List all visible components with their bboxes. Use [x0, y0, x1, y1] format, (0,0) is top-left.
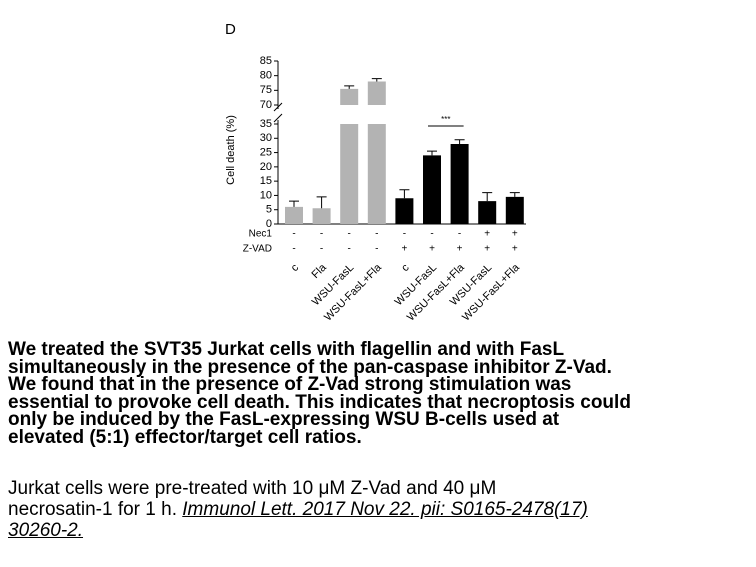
- error-bar: [289, 200, 299, 207]
- y-tick-label: 35: [260, 118, 272, 130]
- treatment-mark: +: [401, 244, 407, 255]
- treatment-mark: -: [458, 229, 461, 240]
- y-tick-label: 75: [260, 84, 272, 96]
- bar: [285, 206, 303, 224]
- y-tick-label: 20: [260, 161, 272, 173]
- caption-note-line: necrosatin-1 for 1 h. Immunol Lett. 2017…: [8, 499, 588, 520]
- y-tick-label: 70: [260, 99, 272, 111]
- x-tick-label: Fla: [309, 261, 329, 281]
- x-tick-label: c: [289, 261, 302, 274]
- bar: [340, 88, 359, 224]
- error-bar: [509, 192, 520, 197]
- caption-bold-line: essential to provoke cell death. This in…: [8, 391, 631, 413]
- y-tick-label: 80: [260, 70, 272, 82]
- caption-bold-line: We found that in the presence of Z-Vad s…: [8, 374, 572, 396]
- treatment-mark: -: [348, 244, 351, 255]
- treatment-mark: -: [430, 229, 433, 240]
- axis-break: [273, 102, 283, 112]
- x-tick-label: c: [399, 261, 412, 274]
- y-tick-label: 25: [260, 146, 272, 158]
- treatment-label: Nec1: [249, 229, 273, 240]
- treatment-mark: +: [512, 244, 518, 255]
- bar: [423, 155, 441, 224]
- treatment-label: Z-VAD: [243, 244, 272, 255]
- treatment-mark: -: [320, 244, 323, 255]
- y-tick-label: 5: [266, 204, 272, 216]
- y-tick-label: 0: [266, 218, 272, 230]
- error-bar: [454, 139, 465, 144]
- y-tick-label: 30: [260, 132, 272, 144]
- chart: D Cell death (%) 0 5 10 15 20 25 30 35 70 75 80 85 c…: [225, 21, 526, 324]
- treatment-mark: +: [484, 244, 490, 255]
- treatment-mark: -: [320, 229, 323, 240]
- treatment-mark: +: [512, 229, 518, 240]
- caption-bold-line: only be induced by the FasL-expressing W…: [8, 409, 560, 431]
- y-axis-label: Cell death (%): [225, 115, 237, 185]
- significance-label: ***: [441, 115, 450, 124]
- treatment-mark: -: [348, 229, 351, 240]
- caption-note-line: Jurkat cells were pre-treated with 10 μM…: [8, 478, 497, 499]
- caption-note-line: 30260-2.: [8, 520, 83, 541]
- error-bar: [399, 189, 410, 199]
- treatment-mark: -: [292, 244, 295, 255]
- y-tick-label: 85: [260, 55, 272, 67]
- bar: [505, 196, 524, 224]
- caption-bold-line: We treated the SVT35 Jurkat cells with f…: [8, 339, 565, 360]
- treatment-mark: +: [484, 229, 490, 240]
- panel-label: D: [225, 21, 236, 38]
- treatment-mark: -: [403, 229, 406, 240]
- citation-link[interactable]: Immunol Lett. 2017 Nov 22. pii: S0165-24…: [182, 499, 588, 520]
- y-tick-label: 15: [260, 175, 272, 187]
- error-bar: [344, 85, 355, 89]
- bar: [312, 208, 331, 224]
- treatment-mark: -: [375, 229, 378, 240]
- bar: [395, 198, 414, 224]
- treatment-mark: -: [292, 229, 295, 240]
- bar: [367, 81, 386, 225]
- axis-break: [273, 113, 283, 123]
- bar: [450, 144, 469, 224]
- citation-link[interactable]: 30260-2.: [8, 520, 84, 541]
- treatment-mark: -: [375, 244, 378, 255]
- caption-bold-line: elevated (5:1) effector/target cell rati…: [8, 427, 362, 448]
- error-bar: [427, 150, 437, 156]
- caption-note: necrosatin-1 for 1 h.: [8, 499, 177, 520]
- caption-bold-line: simultaneously in the presence of the pa…: [8, 356, 612, 378]
- treatment-mark: +: [429, 244, 435, 255]
- error-bar: [316, 196, 327, 209]
- error-bar: [482, 192, 493, 202]
- bar: [478, 201, 497, 224]
- treatment-mark: +: [457, 244, 463, 255]
- error-bar: [371, 78, 382, 82]
- y-tick-label: 10: [260, 189, 272, 201]
